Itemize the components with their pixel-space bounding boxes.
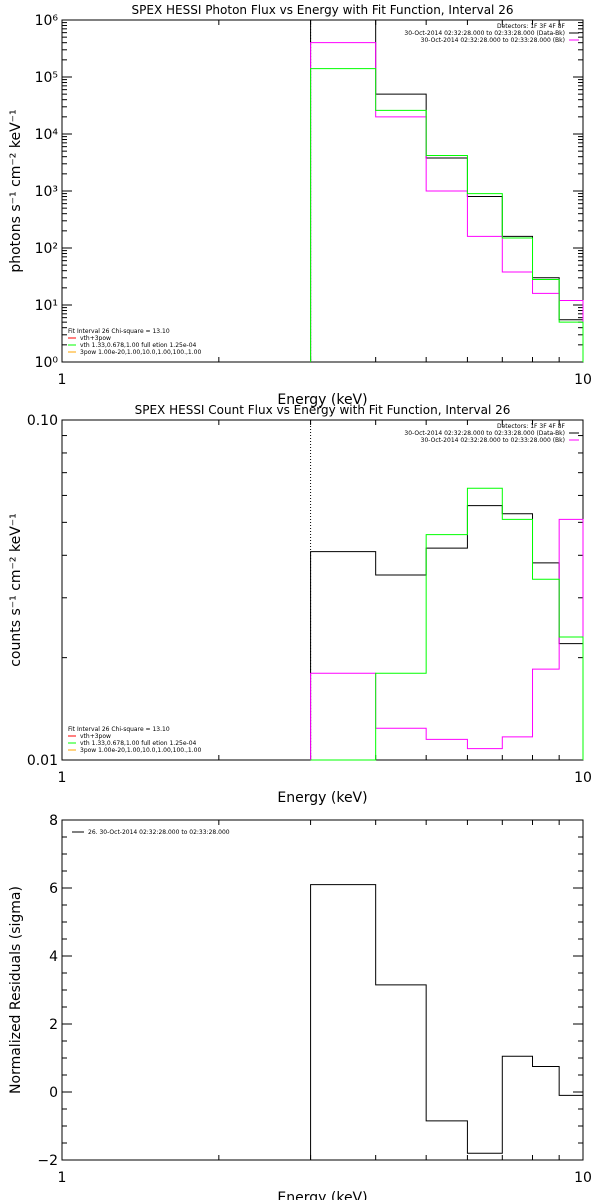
legend-text: Detectors: 1F 3F 4F 8F xyxy=(497,423,566,430)
x-tick-label: 10 xyxy=(574,770,592,786)
y-tick-label: 0.01 xyxy=(27,753,58,769)
legend-text: 3pow 1.00e-20,1.00,10.0,1.00,100.,1.00 xyxy=(80,747,201,754)
chart-panel-1: SPEX HESSI Photon Flux vs Energy with Fi… xyxy=(8,3,592,408)
y-tick-label: 10³ xyxy=(35,184,58,200)
y-tick-label: 10⁴ xyxy=(35,127,59,143)
chart-title: SPEX HESSI Photon Flux vs Energy with Fi… xyxy=(132,3,514,17)
y-axis-label: counts s⁻¹ cm⁻² keV⁻¹ xyxy=(8,513,24,667)
legend-text: vth 1.33,0.678,1.00 full etion 1.25e-04 xyxy=(80,342,197,349)
y-tick-label: 8 xyxy=(49,813,58,829)
x-tick-label: 1 xyxy=(58,1170,67,1186)
y-tick-label: 10⁵ xyxy=(35,70,58,86)
data-series-3 xyxy=(310,487,584,761)
x-tick-label: 1 xyxy=(58,770,67,786)
legend-text: 30-Oct-2014 02:32:28.000 to 02:33:28.000… xyxy=(404,430,565,437)
x-axis-label: Energy (keV) xyxy=(277,392,367,408)
legend-text: 30-Oct-2014 02:32:28.000 to 02:33:28.000… xyxy=(421,437,565,444)
legend-text: 30-Oct-2014 02:32:28.000 to 02:33:28.000… xyxy=(404,30,565,37)
y-tick-label: 10⁰ xyxy=(35,355,59,371)
plot-frame xyxy=(61,19,584,363)
chart-panel-2: SPEX HESSI Count Flux vs Energy with Fit… xyxy=(8,403,592,806)
y-tick-label: 2 xyxy=(49,1017,58,1033)
y-axis-label: Normalized Residuals (sigma) xyxy=(8,886,24,1094)
y-tick-label: 0.10 xyxy=(27,413,58,429)
y-tick-label: 10² xyxy=(35,241,58,257)
data-series-3 xyxy=(310,68,584,362)
y-tick-label: 10¹ xyxy=(35,298,58,314)
y-tick-label: −2 xyxy=(37,1153,58,1169)
legend-text: 26. 30-Oct-2014 02:32:28.000 to 02:33:28… xyxy=(88,829,230,836)
y-axis-label: photons s⁻¹ cm⁻² keV⁻¹ xyxy=(8,109,24,272)
y-tick-label: 4 xyxy=(49,949,58,965)
legend-text: Fit Interval 26 Chi-square = 13.10 xyxy=(68,726,170,733)
x-tick-label: 1 xyxy=(58,372,67,388)
data-series-1 xyxy=(310,884,583,1160)
legend-text: Fit Interval 26 Chi-square = 13.10 xyxy=(68,328,170,335)
x-axis-label: Energy (keV) xyxy=(277,790,367,806)
chart-title: SPEX HESSI Count Flux vs Energy with Fit… xyxy=(135,403,511,417)
x-tick-label: 10 xyxy=(574,372,592,388)
legend-text: vth 1.33,0.678,1.00 full etion 1.25e-04 xyxy=(80,740,197,747)
x-axis-label: Energy (keV) xyxy=(277,1190,367,1200)
legend-text: 30-Oct-2014 02:32:28.000 to 02:33:28.000… xyxy=(421,37,565,44)
data-series-2 xyxy=(310,42,584,362)
plot-frame xyxy=(61,819,584,1161)
chart-panel-3: 1 10 Energy (keV) −2 0 2 4 6 8 Normalized Residua… xyxy=(8,813,592,1200)
plot-frame xyxy=(61,419,584,761)
data-series-2 xyxy=(310,518,584,760)
data-series-1 xyxy=(310,505,584,760)
y-tick-label: 10⁶ xyxy=(35,13,59,29)
y-tick-label: 0 xyxy=(49,1085,58,1101)
legend-text: vth+3pow xyxy=(80,335,111,342)
legend-text: Detectors: 1F 3F 4F 8F xyxy=(497,23,566,30)
x-tick-label: 10 xyxy=(574,1170,592,1186)
legend-text: vth+3pow xyxy=(80,733,111,740)
y-tick-label: 6 xyxy=(49,881,58,897)
legend-text: 3pow 1.00e-20,1.00,10.0,1.00,100.,1.00 xyxy=(80,349,201,356)
